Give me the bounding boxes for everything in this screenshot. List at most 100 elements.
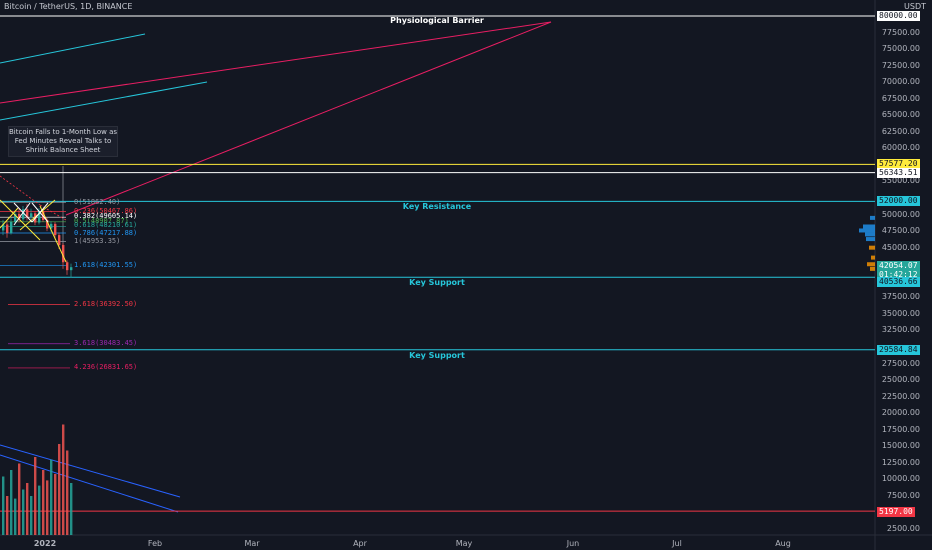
x-tick-label: May [455, 539, 473, 548]
trendlines [0, 21, 552, 513]
y-tick-label: 47500.00 [881, 226, 920, 236]
y-tick-label: 67500.00 [881, 93, 920, 103]
volume-bar [42, 470, 45, 535]
physiological-barrier-label: Physiological Barrier [390, 16, 484, 25]
key-support-label-1: Key Support [409, 278, 465, 287]
pink-trendline-lower [65, 21, 552, 216]
volume-bar [50, 459, 53, 535]
candle-body [30, 213, 33, 218]
cyan-trendline-upper [0, 33, 146, 64]
y-tick-label: 50000.00 [881, 209, 920, 219]
pink-trendline-upper [0, 21, 552, 104]
volume-bar [62, 424, 65, 535]
fib-label: 4.236(26831.65) [74, 362, 138, 371]
volume-profile [859, 215, 875, 271]
y-tick-label: 37500.00 [881, 292, 920, 302]
x-tick-label: Jun [566, 539, 580, 548]
candle-body [2, 224, 5, 231]
candle-body [14, 213, 17, 222]
key-support-label-2: Key Support [409, 351, 465, 360]
price-tag: 56343.51 [877, 168, 920, 178]
y-tick-label: 2500.00 [886, 524, 920, 533]
fib-label: 1.618(42301.55) [74, 260, 138, 269]
volume-bar [6, 496, 9, 535]
x-tick-label: 2022 [33, 539, 57, 548]
price-tag: 40536.66 [877, 277, 920, 287]
fib-label: 0.236(50467.86) [74, 207, 138, 216]
y-tick-label: 7500.00 [886, 490, 920, 500]
y-tick-label: 62500.00 [881, 126, 920, 136]
x-tick-label: Apr [353, 539, 367, 548]
price-tag: 5197.00 [877, 507, 915, 517]
volume-profile-bar [870, 215, 875, 220]
volume-bar [46, 480, 49, 535]
volume-bar [2, 476, 5, 535]
candle-body [46, 219, 49, 229]
y-tick-label: 75000.00 [881, 44, 920, 54]
cyan-trendline-lower [0, 81, 208, 121]
volume-bar [38, 485, 41, 535]
volume-profile-bar [870, 266, 875, 271]
y-tick-label: 45000.00 [881, 242, 920, 252]
ticker-title: Bitcoin / TetherUS, 1D, BINANCE [4, 2, 133, 11]
y-tick-label: 65000.00 [881, 110, 920, 120]
volume-bar [54, 473, 57, 535]
fib-label: 2.618(36392.50) [74, 299, 138, 308]
volume-profile-bar [866, 237, 875, 242]
candle-body [38, 211, 41, 223]
candle-body [62, 245, 65, 263]
volume-bar [10, 470, 13, 535]
candle-body [58, 235, 61, 246]
x-tick-label: Feb [147, 539, 163, 548]
y-tick-label: 22500.00 [881, 391, 920, 401]
price-tag: 42054.07 [877, 261, 920, 271]
volume-profile-bar [867, 262, 875, 267]
y-tick-label: 20000.00 [881, 408, 920, 418]
volume-profile-bar [859, 228, 875, 233]
candle-body [26, 209, 29, 218]
y-tick-label: 55000.00 [881, 176, 920, 186]
fib-label: 1(45953.35) [74, 237, 121, 246]
candle-body [6, 224, 9, 234]
volume-trendline-blue-2 [0, 454, 179, 513]
volume-profile-bar [863, 224, 875, 229]
y-tick-label: 32500.00 [881, 325, 920, 335]
volume-bar [70, 483, 73, 535]
fib-label: 3.618(30483.45) [74, 338, 138, 347]
y-tick-label: 15000.00 [881, 441, 920, 451]
volume-profile-bar [869, 245, 875, 250]
volume-bar [58, 444, 61, 535]
price-tag: 57577.20 [877, 159, 920, 169]
news-annotation[interactable]: Bitcoin Falls to 1-Month Low as Fed Minu… [8, 126, 118, 157]
volume-trendline-blue-1 [0, 444, 181, 498]
y-tick-label: 77500.00 [881, 27, 920, 37]
price-tag: 29584.84 [877, 345, 920, 355]
volume-bar [34, 457, 37, 535]
x-tick-label: Aug [775, 539, 791, 548]
fib-label: 0.786(47217.88) [74, 228, 138, 237]
fib-label: 0.5(48907.87) [74, 216, 129, 225]
y-tick-label: 27500.00 [881, 358, 920, 368]
price-tag: 80000.00 [877, 11, 920, 21]
volume-bar [22, 489, 25, 535]
y-tick-label: 10000.00 [881, 474, 920, 484]
volume-bar [18, 463, 21, 535]
currency-label: USDT [904, 2, 926, 11]
pattern-drawing [0, 175, 67, 263]
x-tick-label: Mar [244, 539, 260, 548]
fib-label: 0.382(49605.14) [74, 212, 138, 221]
y-tick-label: 35000.00 [881, 308, 920, 318]
horizontal-levels [0, 15, 875, 512]
volume-profile-bar [865, 232, 875, 237]
y-tick-label: 70000.00 [881, 77, 920, 87]
volume-bar [30, 496, 33, 535]
candle-body [66, 262, 69, 271]
y-tick-label: 60000.00 [881, 143, 920, 153]
price-tag: 52000.00 [877, 196, 920, 206]
price-tag: 01:42:12 [877, 270, 920, 280]
candle-body [70, 267, 73, 271]
candle-body [18, 213, 21, 220]
volume-profile-bar [871, 255, 875, 260]
fib-label: 0.618(48210.61) [74, 221, 138, 230]
